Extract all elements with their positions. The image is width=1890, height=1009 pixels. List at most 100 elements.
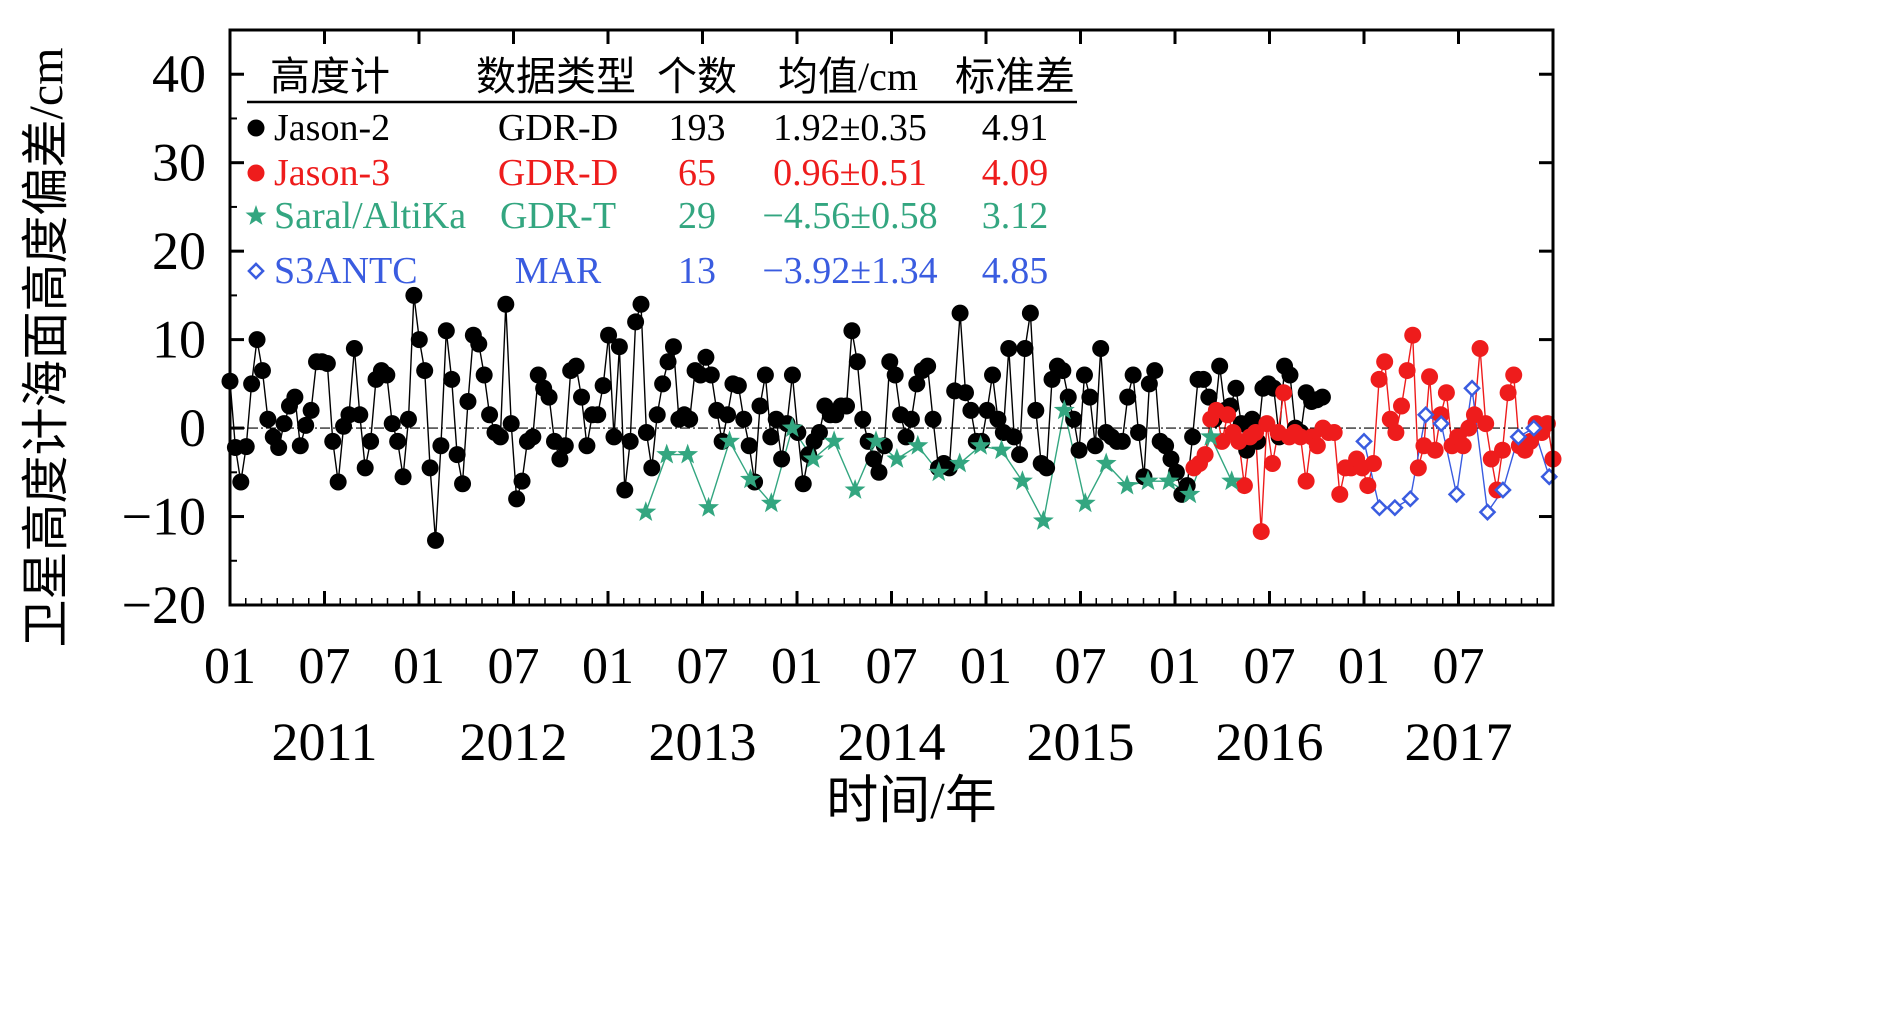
- data-point-jason-2: [578, 437, 596, 455]
- data-point-jason-2: [627, 313, 645, 331]
- data-point-jason-2: [356, 459, 374, 477]
- data-point-jason-3: [1325, 424, 1343, 441]
- data-point-jason-2: [681, 410, 699, 428]
- x-tick-label: 07: [1055, 638, 1107, 695]
- data-point-jason-3: [1387, 424, 1405, 441]
- data-point-saral-altika: [1012, 470, 1033, 491]
- data-point-jason-2: [897, 428, 915, 446]
- data-point-jason-2: [1146, 362, 1164, 380]
- data-point-jason-3: [1409, 459, 1427, 477]
- legend-data-type: GDR-T: [500, 195, 616, 237]
- data-point-jason-3: [1460, 419, 1478, 437]
- data-point-jason-2: [783, 366, 801, 384]
- data-point-jason-3: [1404, 326, 1422, 344]
- legend-marker: [245, 205, 267, 225]
- legend-count: 13: [678, 250, 716, 292]
- data-point-jason-2: [437, 322, 455, 340]
- data-point-jason-2: [1194, 370, 1212, 388]
- data-point-saral-altika: [1053, 399, 1075, 420]
- data-point-jason-3: [1426, 441, 1444, 459]
- data-point-jason-3: [1331, 485, 1349, 503]
- data-point-jason-2: [1059, 388, 1077, 406]
- data-point-jason-2: [756, 366, 774, 384]
- data-point-jason-3: [1499, 384, 1517, 402]
- data-point-jason-2: [610, 338, 628, 356]
- data-point-saral-altika: [928, 461, 950, 482]
- x-tick-label: 01: [960, 638, 1012, 695]
- data-point-jason-3: [1219, 406, 1237, 424]
- y-tick-label: 0: [179, 398, 206, 458]
- data-point-jason-3: [1393, 397, 1411, 415]
- data-point-jason-2: [573, 388, 591, 406]
- x-tick-label: 01: [1338, 638, 1390, 695]
- data-point-s3antc: [1355, 432, 1373, 451]
- data-point-s3antc: [1432, 414, 1451, 433]
- data-point-jason-3: [1364, 454, 1382, 472]
- data-point-jason-2: [1081, 388, 1099, 406]
- data-point-jason-3: [1398, 362, 1416, 380]
- data-point-jason-2: [405, 286, 423, 304]
- data-point-jason-2: [919, 357, 937, 375]
- data-point-s3antc: [1416, 405, 1435, 424]
- legend-std: 4.09: [982, 152, 1049, 194]
- data-point-saral-altika: [1221, 470, 1243, 491]
- data-point-jason-2: [881, 353, 899, 371]
- data-point-jason-3: [1494, 441, 1512, 459]
- legend-header: 数据类型: [476, 54, 636, 99]
- data-point-saral-altika: [677, 443, 699, 464]
- x-tick-label: 01: [771, 638, 823, 695]
- data-point-jason-2: [648, 406, 666, 424]
- data-point-s3antc: [1463, 379, 1481, 398]
- data-point-jason-2: [616, 481, 634, 499]
- x-tick-label: 07: [866, 638, 918, 695]
- data-point-jason-3: [1196, 446, 1214, 464]
- x-tick-label: 01: [393, 638, 445, 695]
- legend-header: 个数: [657, 54, 737, 99]
- x-tick-label: 07: [1433, 638, 1485, 695]
- data-point-saral-altika: [1200, 425, 1222, 446]
- data-point-jason-2: [291, 437, 309, 455]
- data-point-jason-2: [962, 401, 980, 419]
- data-point-jason-2: [1200, 388, 1218, 406]
- data-point-jason-2: [318, 355, 336, 372]
- data-point-saral-altika: [1032, 510, 1054, 530]
- data-point-saral-altika: [698, 496, 719, 517]
- data-point-jason-2: [378, 366, 396, 384]
- y-tick-label: −10: [122, 487, 206, 547]
- data-point-jason-2: [508, 490, 526, 508]
- data-point-jason-2: [1157, 437, 1175, 455]
- legend-std: 4.91: [982, 107, 1049, 149]
- data-point-jason-2: [383, 415, 401, 433]
- data-point-saral-altika: [781, 417, 803, 437]
- x-tick-label: 07: [677, 638, 729, 695]
- data-point-jason-2: [329, 473, 347, 491]
- legend-data-type: GDR-D: [498, 107, 618, 149]
- data-point-saral-altika: [719, 430, 740, 451]
- data-point-saral-altika: [886, 448, 908, 468]
- legend-marker: [247, 119, 265, 137]
- x-tick-label: 07: [1244, 638, 1296, 695]
- data-point-jason-2: [324, 432, 342, 450]
- legend-marker: [247, 164, 265, 182]
- data-point-jason-2: [838, 397, 856, 415]
- legend-name: Jason-3: [274, 152, 390, 194]
- data-point-jason-2: [1092, 339, 1110, 357]
- data-point-jason-2: [1119, 388, 1137, 406]
- data-point-jason-2: [459, 393, 477, 411]
- data-point-jason-2: [1000, 339, 1018, 357]
- legend-count: 65: [678, 152, 716, 194]
- data-point-jason-3: [1263, 454, 1281, 472]
- data-point-jason-3: [1477, 415, 1495, 433]
- data-point-jason-3: [1376, 353, 1394, 371]
- legend-header: 标准差: [955, 54, 1075, 99]
- data-point-s3antc: [1401, 490, 1420, 508]
- data-point-jason-2: [719, 406, 737, 424]
- legend-name: Jason-2: [274, 107, 390, 149]
- data-point-s3antc: [1524, 419, 1543, 437]
- data-point-jason-2: [1313, 388, 1331, 406]
- data-point-jason-3: [1297, 472, 1315, 490]
- data-point-jason-2: [854, 410, 872, 428]
- data-point-jason-2: [600, 326, 618, 344]
